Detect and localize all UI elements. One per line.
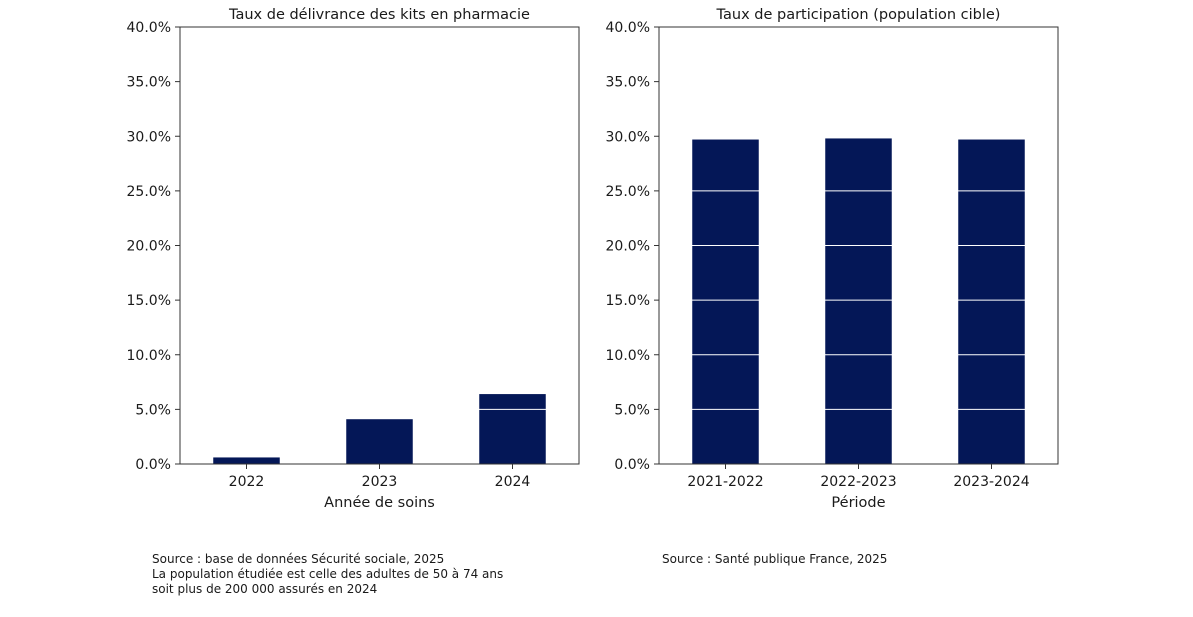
note-left-line-3: soit plus de 200 000 assurés en 2024 [152, 582, 378, 596]
source-note-right: Source : Santé publique France, 2025 [662, 552, 887, 567]
bar-2023 [346, 419, 413, 464]
y-tick-label: 30.0% [127, 129, 171, 145]
y-tick-label: 15.0% [606, 293, 650, 309]
y-tick-label: 0.0% [614, 457, 650, 473]
x-tick-label: 2023 [362, 474, 398, 490]
x-axis-label: Année de soins [324, 495, 435, 511]
x-axis-label: Période [831, 495, 885, 511]
note-left-line-1: Source : base de données Sécurité social… [152, 552, 445, 566]
y-tick-label: 40.0% [606, 20, 650, 36]
chart-title: Taux de participation (population cible) [716, 7, 1001, 23]
y-tick-label: 10.0% [127, 348, 171, 364]
bar-2021-2022 [692, 139, 759, 464]
x-tick-label: 2021-2022 [687, 474, 763, 490]
bar-2022 [213, 457, 280, 464]
y-tick-label: 35.0% [606, 75, 650, 91]
y-tick-label: 20.0% [606, 239, 650, 255]
x-tick-label: 2022 [229, 474, 265, 490]
bar-2022-2023 [825, 138, 892, 464]
chart-panel-2: Taux de participation (population cible)… [606, 7, 1059, 511]
x-tick-label: 2022-2023 [820, 474, 896, 490]
note-left-line-2: La population étudiée est celle des adul… [152, 567, 504, 581]
chart-title: Taux de délivrance des kits en pharmacie [228, 7, 530, 23]
note-right-line-1: Source : Santé publique France, 2025 [662, 552, 888, 566]
y-tick-label: 5.0% [135, 402, 171, 418]
y-tick-label: 25.0% [606, 184, 650, 200]
y-tick-label: 5.0% [614, 402, 650, 418]
y-tick-label: 0.0% [135, 457, 171, 473]
y-tick-label: 40.0% [127, 20, 171, 36]
chart-panel-1: Taux de délivrance des kits en pharmacie… [127, 7, 580, 511]
y-tick-label: 10.0% [606, 348, 650, 364]
y-tick-label: 35.0% [127, 75, 171, 91]
x-tick-label: 2023-2024 [953, 474, 1029, 490]
bar-2023-2024 [958, 139, 1025, 464]
source-note-left: Source : base de données Sécurité social… [152, 552, 503, 597]
y-tick-label: 15.0% [127, 293, 171, 309]
y-tick-label: 30.0% [606, 129, 650, 145]
y-tick-label: 20.0% [127, 239, 171, 255]
x-tick-label: 2024 [495, 474, 531, 490]
y-tick-label: 25.0% [127, 184, 171, 200]
bar-2024 [479, 394, 546, 464]
